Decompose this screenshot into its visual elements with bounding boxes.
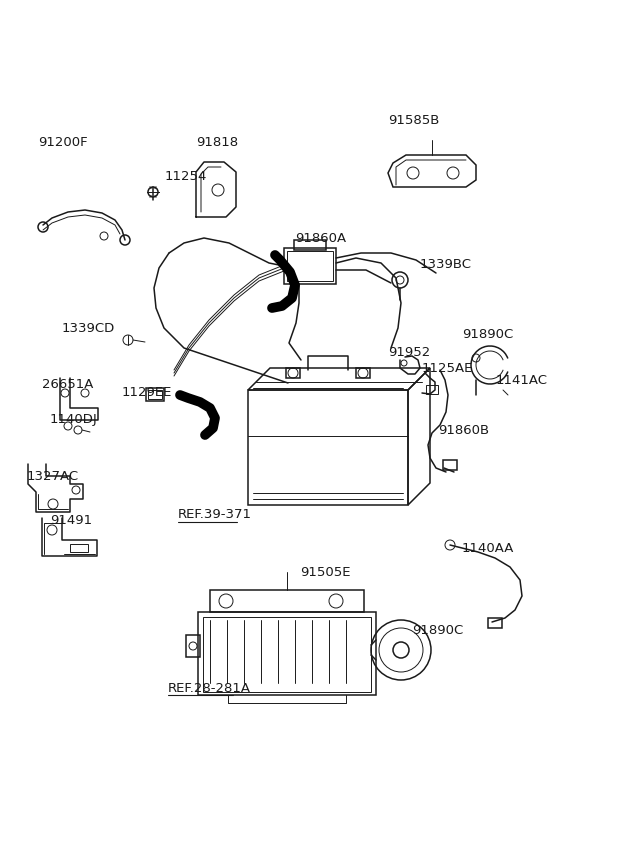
Text: 91505E: 91505E [300, 566, 350, 578]
Text: 91818: 91818 [196, 137, 238, 149]
Bar [426, 385, 438, 394]
Bar [148, 390, 162, 399]
Text: 1140AA: 1140AA [462, 542, 515, 555]
Bar [287, 251, 333, 281]
Text: 91860B: 91860B [438, 423, 489, 437]
Bar [210, 590, 364, 612]
Bar [248, 390, 408, 505]
Text: 1339CD: 1339CD [62, 321, 115, 334]
Text: 11254: 11254 [165, 170, 207, 183]
Bar [488, 618, 502, 628]
Bar [284, 248, 336, 284]
Bar [286, 368, 300, 378]
Bar [294, 240, 326, 250]
Text: REF.28-281A: REF.28-281A [168, 682, 251, 695]
Text: 91890C: 91890C [412, 623, 463, 637]
Text: 1339BC: 1339BC [420, 259, 472, 271]
Bar [203, 617, 371, 692]
Text: 91585B: 91585B [388, 114, 440, 126]
Text: 1129EE: 1129EE [122, 387, 172, 399]
Bar [70, 544, 88, 552]
Bar [443, 460, 457, 470]
Text: 26651A: 26651A [42, 378, 94, 392]
Text: 91952: 91952 [388, 345, 430, 359]
Bar [198, 612, 376, 695]
Bar [186, 635, 200, 657]
Text: REF.39-371: REF.39-371 [178, 509, 252, 522]
Text: 91890C: 91890C [462, 328, 513, 342]
Bar [146, 388, 164, 401]
Text: 1327AC: 1327AC [27, 470, 79, 483]
Text: 1140DJ: 1140DJ [50, 414, 98, 427]
Text: 1125AE: 1125AE [422, 361, 474, 375]
Bar [356, 368, 370, 378]
Text: 91491: 91491 [50, 514, 92, 527]
Text: 1141AC: 1141AC [496, 373, 548, 387]
Text: 91860A: 91860A [295, 232, 346, 244]
Text: 91200F: 91200F [38, 137, 87, 149]
